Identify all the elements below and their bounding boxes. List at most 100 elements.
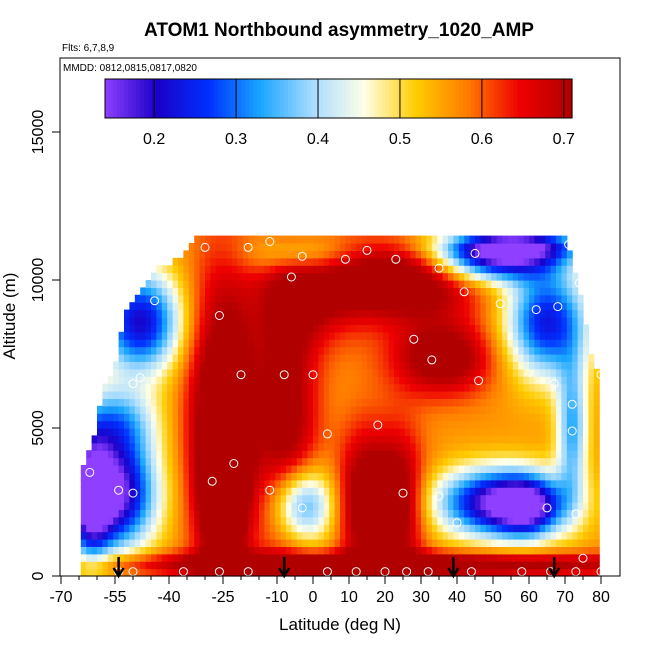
heatmap-cell	[323, 561, 330, 570]
heatmap-cell	[372, 479, 379, 488]
heatmap-cell	[291, 568, 298, 577]
heatmap-cell	[372, 243, 379, 251]
heatmap-cell	[545, 502, 552, 510]
heatmap-cell	[529, 546, 535, 555]
heatmap-cell	[134, 368, 141, 377]
heatmap-cell	[491, 450, 498, 459]
heatmap-cell	[345, 280, 352, 288]
heatmap-cell	[113, 465, 120, 473]
heatmap-cell	[377, 516, 384, 525]
heatmap-cell	[140, 354, 147, 362]
heatmap-cell	[572, 376, 579, 385]
heatmap-cell	[296, 509, 303, 518]
colorbar-frame	[104, 78, 573, 119]
heatmap-cell	[280, 391, 287, 399]
heatmap-cell	[329, 398, 336, 407]
heatmap-cell	[394, 398, 400, 407]
heatmap-cell	[286, 428, 292, 436]
heatmap-cell	[113, 391, 120, 399]
heatmap-cell	[221, 243, 228, 251]
heatmap-cell	[248, 280, 255, 288]
heatmap-cell	[340, 280, 346, 288]
heatmap-cell	[248, 435, 255, 444]
heatmap-cell	[253, 405, 260, 414]
heatmap-cell	[237, 442, 244, 451]
heatmap-cell	[242, 487, 249, 496]
heatmap-cell	[415, 346, 422, 355]
colorbar-swatch	[315, 79, 320, 118]
heatmap-cell	[172, 413, 179, 422]
heatmap-cell	[318, 487, 325, 496]
heatmap-cell	[588, 413, 595, 422]
heatmap-cell	[237, 376, 244, 385]
heatmap-cell	[442, 324, 449, 333]
heatmap-cell	[242, 435, 249, 444]
heatmap-cell	[485, 309, 492, 318]
heatmap-cell	[350, 235, 357, 244]
heatmap-cell	[307, 413, 314, 422]
heatmap-cell	[113, 413, 120, 422]
heatmap-cell	[151, 457, 157, 466]
heatmap-cell	[453, 413, 460, 422]
heatmap-cell	[377, 257, 384, 266]
heatmap-cell	[442, 553, 449, 562]
heatmap-cell	[210, 383, 217, 392]
heatmap-cell	[556, 302, 562, 311]
heatmap-cell	[259, 324, 265, 333]
heatmap-cell	[469, 331, 476, 340]
heatmap-cell	[86, 479, 93, 488]
heatmap-cell	[156, 302, 163, 311]
heatmap-cell	[572, 294, 579, 303]
heatmap-cell	[561, 280, 568, 288]
heatmap-cell	[512, 272, 519, 281]
heatmap-cell	[475, 553, 481, 562]
heatmap-cell	[550, 376, 557, 385]
heatmap-cell	[588, 435, 595, 444]
heatmap-cell	[421, 383, 427, 392]
heatmap-cell	[485, 368, 492, 377]
heatmap-cell	[518, 309, 525, 318]
heatmap-cell	[291, 524, 298, 533]
heatmap-cell	[442, 265, 449, 274]
heatmap-cell	[372, 457, 379, 466]
heatmap-cell	[448, 331, 454, 340]
heatmap-cell	[572, 435, 579, 444]
heatmap-cell	[178, 494, 184, 503]
heatmap-cell	[145, 457, 152, 466]
heatmap-cell	[253, 317, 260, 325]
heatmap-cell	[583, 561, 589, 570]
heatmap-cell	[129, 494, 136, 503]
heatmap-cell	[545, 368, 552, 377]
heatmap-cell	[302, 450, 309, 459]
heatmap-cell	[134, 346, 141, 355]
heatmap-cell	[329, 257, 336, 266]
heatmap-cell	[118, 465, 125, 473]
heatmap-cell	[377, 524, 384, 533]
heatmap-cell	[421, 265, 427, 274]
heatmap-cell	[302, 568, 309, 577]
heatmap-cell	[367, 442, 373, 451]
heatmap-cell	[507, 354, 514, 362]
heatmap-cell	[502, 383, 508, 392]
heatmap-cell	[275, 502, 282, 510]
heatmap-cell	[485, 428, 492, 436]
heatmap-cell	[496, 531, 503, 540]
heatmap-cell	[367, 331, 373, 340]
heatmap-cell	[464, 465, 471, 473]
heatmap-cell	[296, 309, 303, 318]
colorbar-swatch	[264, 79, 270, 118]
heatmap-cell	[199, 309, 206, 318]
heatmap-cell	[583, 368, 589, 377]
heatmap-cell	[205, 280, 211, 288]
heatmap-cell	[534, 346, 541, 355]
heatmap-cell	[334, 465, 341, 473]
heatmap-cell	[210, 487, 217, 496]
heatmap-cell	[496, 479, 503, 488]
heatmap-cell	[377, 376, 384, 385]
heatmap-cell	[372, 553, 379, 562]
heatmap-cell	[377, 450, 384, 459]
heatmap-cell	[102, 428, 109, 436]
heatmap-cell	[178, 272, 184, 281]
heatmap-cell	[388, 509, 395, 518]
heatmap-cell	[280, 383, 287, 392]
